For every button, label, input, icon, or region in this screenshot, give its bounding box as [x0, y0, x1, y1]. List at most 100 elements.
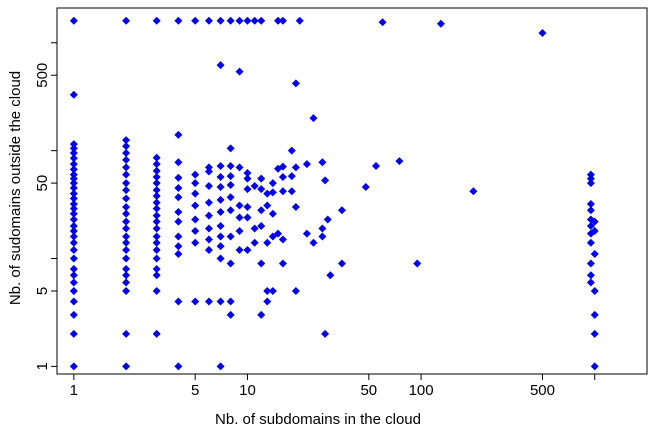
data-point — [302, 160, 311, 169]
data-point — [250, 16, 259, 25]
data-point — [122, 16, 131, 25]
data-point — [69, 245, 78, 254]
data-point — [204, 16, 213, 25]
data-point — [278, 259, 287, 268]
data-point — [586, 179, 595, 188]
data-point — [257, 16, 266, 25]
data-point — [191, 170, 200, 179]
data-point — [69, 238, 78, 247]
data-point — [590, 310, 599, 319]
data-point — [226, 232, 235, 241]
data-point — [204, 224, 213, 233]
data-point — [69, 149, 78, 158]
data-point — [226, 259, 235, 268]
data-point — [318, 232, 327, 241]
data-point — [174, 250, 183, 259]
data-point — [69, 329, 78, 338]
data-point — [226, 162, 235, 171]
data-point — [69, 179, 78, 188]
data-point — [69, 174, 78, 183]
data-point — [69, 16, 78, 25]
data-point — [586, 200, 595, 209]
data-point — [302, 229, 311, 238]
data-point — [538, 29, 547, 38]
data-point — [287, 146, 296, 155]
data-point — [226, 206, 235, 215]
data-point — [69, 165, 78, 174]
x-tick-label: 500 — [530, 382, 555, 399]
data-point — [216, 222, 225, 231]
data-point — [226, 310, 235, 319]
data-point — [122, 224, 131, 233]
data-point — [152, 329, 161, 338]
data-point — [122, 170, 131, 179]
data-point — [257, 185, 266, 194]
data-point — [191, 238, 200, 247]
data-point — [204, 167, 213, 176]
data-point — [590, 226, 599, 235]
data-point — [152, 238, 161, 247]
data-point — [152, 211, 161, 220]
data-point — [321, 329, 330, 338]
data-point — [243, 174, 252, 183]
data-point — [268, 179, 277, 188]
data-point — [216, 195, 225, 204]
data-point — [191, 189, 200, 198]
data-point — [122, 245, 131, 254]
data-point — [243, 169, 252, 178]
data-point — [191, 226, 200, 235]
data-point — [69, 310, 78, 319]
data-point — [257, 310, 266, 319]
data-point — [69, 140, 78, 149]
data-point — [216, 61, 225, 70]
data-point — [287, 187, 296, 196]
data-point — [122, 232, 131, 241]
data-point — [204, 163, 213, 172]
data-point — [122, 278, 131, 287]
data-point — [69, 90, 78, 99]
data-point — [204, 245, 213, 254]
data-points — [69, 16, 599, 371]
data-point — [122, 194, 131, 203]
data-point — [235, 67, 244, 76]
data-point — [263, 297, 272, 306]
data-point — [278, 235, 287, 244]
data-point — [122, 155, 131, 164]
data-point — [152, 217, 161, 226]
data-point — [268, 209, 277, 218]
data-point — [152, 153, 161, 162]
data-point — [226, 144, 235, 153]
data-point — [291, 79, 300, 88]
data-point — [235, 201, 244, 210]
x-axis: 1 5 10 50 100 500 — [70, 374, 596, 399]
data-point — [235, 245, 244, 254]
data-point — [152, 186, 161, 195]
data-point — [436, 19, 445, 28]
data-point — [152, 245, 161, 254]
data-point — [174, 184, 183, 193]
data-point — [204, 211, 213, 220]
data-point — [152, 204, 161, 213]
data-point — [291, 203, 300, 212]
data-point — [122, 362, 131, 371]
data-point — [152, 271, 161, 280]
data-point — [337, 206, 346, 215]
data-point — [243, 185, 252, 194]
data-point — [69, 160, 78, 169]
data-point — [174, 193, 183, 202]
data-point — [152, 160, 161, 169]
data-point — [122, 286, 131, 295]
data-point — [174, 207, 183, 216]
data-point — [216, 362, 225, 371]
data-point — [337, 259, 346, 268]
x-tick-label: 50 — [360, 382, 377, 399]
data-point — [174, 173, 183, 182]
data-point — [250, 224, 259, 233]
data-point — [216, 207, 225, 216]
data-point — [586, 174, 595, 183]
data-point — [69, 189, 78, 198]
data-point — [586, 271, 595, 280]
data-point — [69, 184, 78, 193]
data-point — [257, 206, 266, 215]
